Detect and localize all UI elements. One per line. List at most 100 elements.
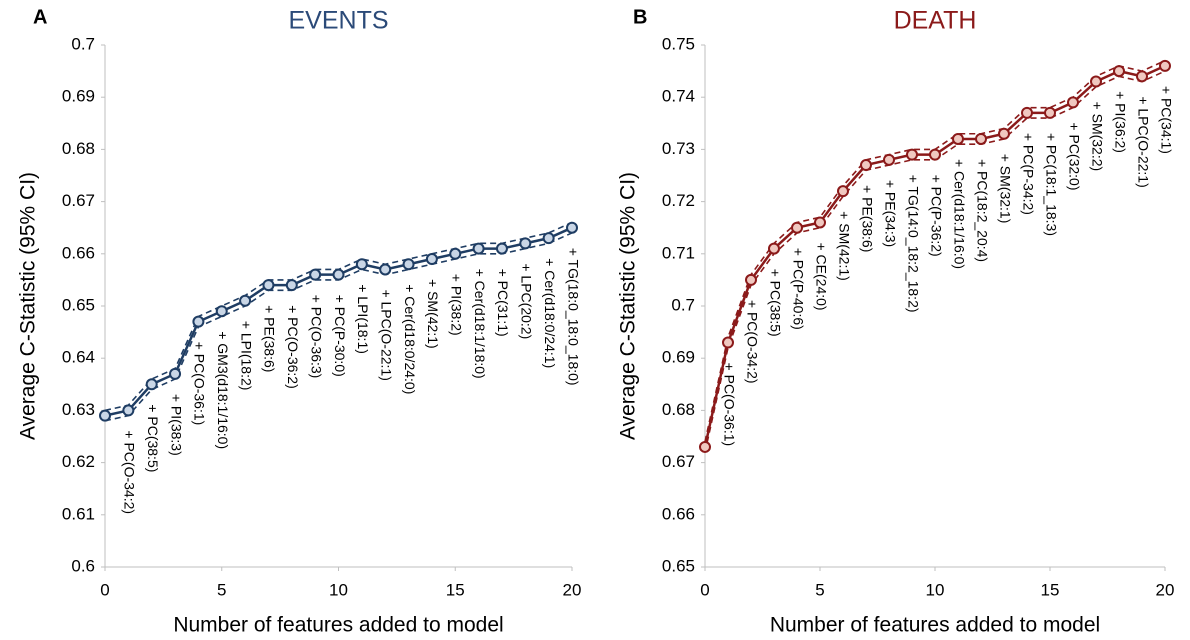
- point-label: + SM(42:1): [836, 211, 852, 281]
- x-tick-label: 20: [563, 580, 582, 599]
- data-point: [566, 221, 578, 234]
- data-point: [145, 378, 158, 391]
- point-label: + PC(32:0): [1066, 122, 1082, 190]
- panel-letter: A: [33, 6, 47, 28]
- data-point: [860, 159, 872, 172]
- y-tick-label: 0.7: [71, 34, 95, 53]
- y-tick-label: 0.61: [62, 504, 95, 523]
- y-tick-label: 0.65: [662, 556, 695, 575]
- y-tick-label: 0.6: [71, 556, 95, 575]
- data-point: [1090, 75, 1102, 88]
- point-label: + Cer(d18:0/24:0): [402, 284, 418, 394]
- point-label: + Cer(d18:0/24:1): [542, 258, 558, 368]
- data-point: [814, 216, 826, 229]
- point-label: + TG(18:0_18:0_18:0): [565, 248, 581, 386]
- x-tick-label: 20: [1156, 580, 1175, 599]
- point-label: + PC(O-36:3): [308, 295, 324, 379]
- point-label: + PE(38:6): [262, 305, 278, 372]
- point-label: + LPC(O-22:1): [378, 289, 394, 380]
- point-label: + SM(32:2): [1089, 102, 1105, 172]
- y-tick-label: 0.72: [662, 191, 695, 210]
- y-tick-label: 0.75: [662, 34, 695, 53]
- y-tick-label: 0.67: [662, 452, 695, 471]
- x-tick-label: 5: [815, 580, 824, 599]
- data-point: [379, 263, 392, 276]
- data-point: [699, 440, 711, 453]
- point-label: + PC(O-36:1): [192, 342, 208, 426]
- data-point: [355, 258, 368, 271]
- data-point: [906, 148, 918, 161]
- data-point: [285, 279, 298, 292]
- panel-letter: B: [633, 6, 647, 28]
- data-point: [99, 409, 111, 422]
- data-point: [239, 294, 252, 307]
- y-tick-label: 0.63: [62, 400, 95, 419]
- point-label: + LPI(18:2): [238, 321, 254, 391]
- point-label: + LPC(20:2): [519, 263, 535, 339]
- x-tick-label: 10: [329, 580, 348, 599]
- data-point: [402, 258, 415, 271]
- point-label: + PI(38:2): [449, 274, 465, 336]
- point-label: + SM(32:1): [997, 154, 1013, 224]
- data-point: [192, 315, 205, 328]
- y-axis-label: Average C-Statistic (95% CI): [617, 172, 640, 440]
- point-label: + PC(O-36:1): [721, 363, 737, 447]
- y-tick-label: 0.74: [662, 87, 695, 106]
- data-point: [768, 242, 780, 255]
- data-point: [425, 253, 438, 266]
- data-point: [1136, 70, 1148, 83]
- point-label: + PC(38:5): [145, 404, 161, 472]
- point-label: + PC(18:1_18:3): [1043, 133, 1059, 236]
- data-point: [542, 232, 555, 245]
- data-point: [332, 268, 345, 281]
- point-label: + PI(38:3): [168, 394, 184, 456]
- chart-panel: B DEATH Average C-Statistic (95% CI) Number…: [617, 6, 1175, 636]
- data-point: [952, 132, 964, 145]
- point-label: + PC(P-40:6): [790, 248, 806, 330]
- x-tick-label: 5: [217, 580, 226, 599]
- point-label: + GM3(d18:1/16:0): [215, 331, 231, 449]
- point-label: + PE(34:3): [882, 180, 898, 247]
- point-label: + Cer(d18:1/16:0): [951, 159, 967, 269]
- point-label: + TG(14:0_18:2_18:2): [905, 175, 921, 313]
- y-tick-label: 0.7: [671, 295, 695, 314]
- data-point: [1067, 96, 1079, 109]
- point-label: + PE(38:6): [859, 185, 875, 252]
- point-label: + PC(38:5): [767, 269, 783, 337]
- point-label: + SM(42:1): [425, 279, 441, 349]
- point-label: + LPC(O-22:1): [1135, 96, 1151, 187]
- point-label: + LPI(18:1): [355, 284, 371, 354]
- data-point: [722, 336, 734, 349]
- y-tick-label: 0.68: [662, 400, 695, 419]
- data-point: [215, 305, 228, 318]
- data-point: [122, 404, 135, 417]
- y-tick-label: 0.66: [662, 504, 695, 523]
- data-point: [837, 185, 849, 198]
- point-label: + PC(O-34:2): [122, 430, 138, 514]
- y-tick-label: 0.71: [662, 243, 695, 262]
- point-label: + PI(36:2): [1112, 91, 1128, 153]
- y-axis-label: Average C-Statistic (95% CI): [17, 172, 40, 440]
- chart-title: EVENTS: [288, 7, 388, 35]
- point-label: + PC(34:1): [1158, 86, 1174, 154]
- data-point: [975, 132, 987, 145]
- data-point: [472, 242, 485, 255]
- x-tick-label: 0: [100, 580, 109, 599]
- data-point: [929, 148, 941, 161]
- y-tick-label: 0.66: [62, 243, 95, 262]
- data-point: [1159, 59, 1171, 72]
- y-tick-label: 0.65: [62, 295, 95, 314]
- data-point: [998, 127, 1010, 140]
- x-tick-label: 0: [700, 580, 709, 599]
- point-label: + PC(P-34:2): [1020, 133, 1036, 215]
- y-tick-label: 0.69: [662, 348, 695, 367]
- data-point: [1021, 106, 1033, 119]
- point-label: + PC(31:1): [495, 269, 511, 337]
- data-point: [309, 268, 322, 281]
- y-tick-label: 0.68: [62, 139, 95, 158]
- data-point: [883, 153, 895, 166]
- y-tick-label: 0.67: [62, 191, 95, 210]
- point-label: + PC(18:2_20:4): [974, 159, 990, 262]
- point-label: + PC(P-30:0): [332, 295, 348, 377]
